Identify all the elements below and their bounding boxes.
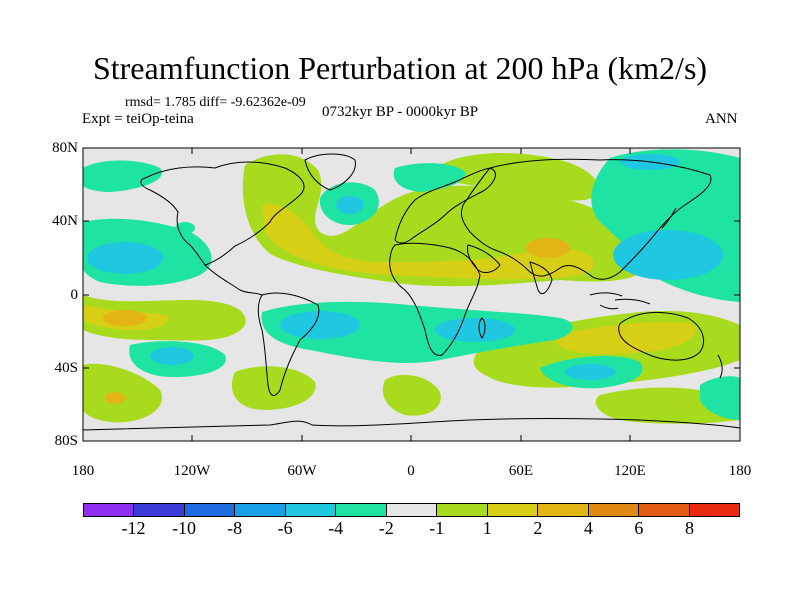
colorbar-swatch-1 <box>134 504 185 516</box>
colorbar-label: 6 <box>634 518 644 538</box>
coast-africa <box>389 242 481 356</box>
neg2-region-n-e-pacific <box>613 230 723 280</box>
pos-region-north-pacific <box>436 153 599 201</box>
neg2-region-s-atlantic <box>280 311 360 339</box>
colorbar-swatch-5 <box>336 504 387 516</box>
colorbar-swatch-4 <box>285 504 337 516</box>
coast-greenland <box>304 153 356 191</box>
coast-australia <box>618 311 704 361</box>
colorbar-label: -10 <box>172 518 197 538</box>
neg-region-gulf <box>175 222 195 234</box>
colorbar-swatch-9 <box>538 504 589 516</box>
neg2-region-s-pacific <box>150 347 194 365</box>
season-label: ANN <box>705 111 738 127</box>
coast-new-zealand <box>717 354 723 379</box>
colorbar-swatch-6 <box>386 504 438 516</box>
colorbar-swatch-8 <box>487 504 539 516</box>
lat-label-40s: 40S <box>54 360 78 376</box>
lon-label-0: 0 <box>407 463 415 479</box>
colorbar-label: -2 <box>378 518 394 538</box>
rmsd-stats: rmsd= 1.785 diff= -9.62362e-09 <box>125 95 306 110</box>
colorbar-label: -12 <box>121 518 146 538</box>
colorbar-label: -4 <box>328 518 344 538</box>
lat-label-80n: 80N <box>52 140 78 156</box>
coast-north-america <box>140 161 305 266</box>
coast-central-america <box>204 264 263 296</box>
neg-region-far-east <box>700 376 740 420</box>
coast-europe <box>394 167 496 244</box>
pos3-region-south-pacific <box>103 310 147 326</box>
colorbar-label: 2 <box>533 518 543 538</box>
axis-ticks <box>82 147 741 442</box>
coast-arabia <box>467 244 501 273</box>
pos3-region-central-asia <box>526 238 570 258</box>
neg2-region-n-pacific <box>87 242 163 274</box>
colorbar-label: -1 <box>429 518 445 538</box>
pos-region-southern-ocean <box>83 363 162 423</box>
coast-south-america <box>257 292 320 396</box>
colorbar-label: -6 <box>277 518 293 538</box>
coast-indonesia <box>589 292 651 310</box>
pos2-region-atlantic <box>262 204 594 280</box>
coast-antarctica <box>83 418 740 431</box>
colorbar-swatch-0 <box>84 504 135 516</box>
neg-region-arctic-west <box>83 160 162 192</box>
pos3-region-southern-ocean <box>105 392 125 404</box>
colorbar-swatch-3 <box>235 504 286 516</box>
colorbar-label: 4 <box>583 518 593 538</box>
chart-title: Streamfunction Perturbation at 200 hPa (… <box>92 50 708 86</box>
lon-label-60e: 60E <box>508 463 534 479</box>
coast-madagascar <box>478 317 486 339</box>
colorbar-swatch-12 <box>689 504 740 516</box>
pos2-region-australia <box>555 322 696 355</box>
coast-india <box>529 261 553 295</box>
colorbar-label: -8 <box>227 518 243 538</box>
lat-label-80s: 80S <box>54 433 78 449</box>
lon-label-60w: 60W <box>287 463 317 479</box>
lat-label-0: 0 <box>70 287 79 303</box>
neg2-region-s-indian <box>435 318 515 342</box>
coast-japan <box>661 207 677 229</box>
colorbar-label: 8 <box>684 518 694 538</box>
colorbar-swatch-7 <box>437 504 488 516</box>
pos-region-south-africa <box>382 374 441 416</box>
colorbar-swatch-11 <box>639 504 690 516</box>
colorbar-swatch-10 <box>588 504 640 516</box>
lon-label-180e: 180 <box>728 463 752 479</box>
lon-label-180w: 180 <box>71 463 95 479</box>
colorbar <box>83 503 740 517</box>
lat-label-40n: 40N <box>52 213 78 229</box>
colorbar-label: 1 <box>482 518 492 538</box>
pos-region-south-atlantic <box>231 366 316 410</box>
experiment-label: Expt = teiOp-teina <box>82 111 194 127</box>
neg2-region-southern <box>565 364 615 380</box>
coastlines <box>83 153 740 431</box>
lon-label-120e: 120E <box>614 463 646 479</box>
coast-asia <box>460 158 712 280</box>
period-label: 0732kyr BP - 0000kyr BP <box>322 104 479 120</box>
colorbar-swatch-2 <box>184 504 236 516</box>
lon-label-120w: 120W <box>173 463 211 479</box>
neg2-region-n-atlantic <box>336 196 364 214</box>
field-layer <box>83 148 740 441</box>
